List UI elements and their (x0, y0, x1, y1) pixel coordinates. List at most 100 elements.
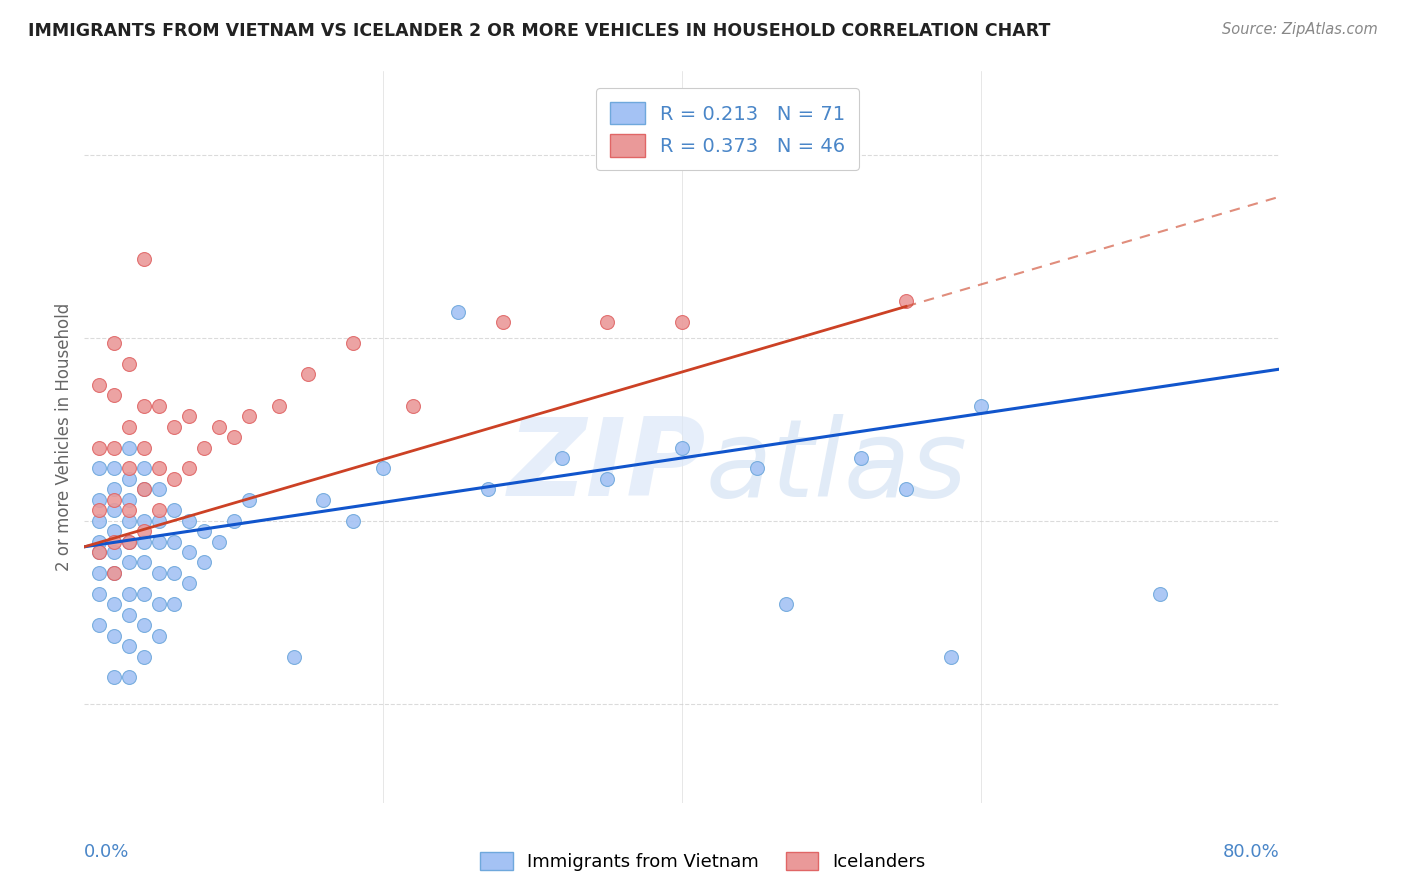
Point (103, 629, 125, 643)
Point (118, 514, 141, 528)
Point (148, 399, 170, 413)
Point (163, 597, 186, 611)
Point (103, 461, 125, 475)
Point (492, 315, 515, 329)
Point (132, 441, 156, 455)
Point (103, 597, 125, 611)
Point (103, 524, 125, 538)
Point (103, 566, 125, 580)
Text: Source: ZipAtlas.com: Source: ZipAtlas.com (1222, 22, 1378, 37)
Point (89, 377, 111, 392)
Point (775, 597, 797, 611)
Y-axis label: 2 or more Vehicles in Household: 2 or more Vehicles in Household (55, 303, 73, 571)
Point (132, 534, 156, 549)
Point (894, 483, 917, 497)
Point (132, 514, 156, 528)
Legend: R = 0.213   N = 71, R = 0.373   N = 46: R = 0.213 N = 71, R = 0.373 N = 46 (596, 88, 859, 170)
Text: ZIP: ZIP (508, 413, 706, 519)
Point (193, 524, 215, 538)
Point (89, 566, 111, 580)
Point (312, 492, 335, 507)
Point (148, 597, 170, 611)
Point (238, 492, 260, 507)
Point (132, 524, 156, 538)
Point (103, 441, 125, 455)
Point (118, 587, 141, 601)
Point (118, 556, 141, 570)
Point (89, 514, 111, 528)
Point (851, 450, 873, 465)
Point (89, 545, 111, 559)
Point (103, 336, 125, 351)
Point (148, 461, 170, 475)
Point (208, 419, 231, 434)
Point (118, 441, 141, 455)
Point (118, 461, 141, 475)
Point (118, 357, 141, 371)
Point (89, 492, 111, 507)
Point (222, 430, 245, 444)
Point (132, 399, 156, 413)
Point (402, 399, 425, 413)
Point (118, 607, 141, 622)
Point (148, 503, 170, 517)
Point (222, 514, 245, 528)
Point (477, 483, 499, 497)
Point (163, 472, 186, 486)
Point (671, 441, 693, 455)
Point (671, 315, 693, 329)
Point (89, 503, 111, 517)
Point (118, 534, 141, 549)
Point (132, 461, 156, 475)
Point (103, 545, 125, 559)
Point (238, 409, 260, 424)
Point (283, 649, 305, 664)
Point (118, 639, 141, 653)
Text: 0.0%: 0.0% (84, 843, 129, 861)
Point (177, 545, 200, 559)
Point (103, 566, 125, 580)
Point (163, 534, 186, 549)
Point (193, 441, 215, 455)
Point (267, 399, 290, 413)
Point (1149, 587, 1171, 601)
Point (132, 483, 156, 497)
Point (103, 483, 125, 497)
Text: atlas: atlas (706, 414, 967, 519)
Point (193, 556, 215, 570)
Point (596, 472, 619, 486)
Point (118, 419, 141, 434)
Point (118, 534, 141, 549)
Point (89, 461, 111, 475)
Point (177, 461, 200, 475)
Point (103, 670, 125, 684)
Point (89, 441, 111, 455)
Point (745, 461, 768, 475)
Point (148, 629, 170, 643)
Point (148, 514, 170, 528)
Text: IMMIGRANTS FROM VIETNAM VS ICELANDER 2 OR MORE VEHICLES IN HOUSEHOLD CORRELATION: IMMIGRANTS FROM VIETNAM VS ICELANDER 2 O… (28, 22, 1050, 40)
Legend: Immigrants from Vietnam, Icelanders: Immigrants from Vietnam, Icelanders (472, 845, 934, 879)
Point (132, 649, 156, 664)
Point (89, 534, 111, 549)
Point (596, 315, 619, 329)
Point (132, 483, 156, 497)
Point (132, 252, 156, 267)
Point (103, 534, 125, 549)
Point (148, 534, 170, 549)
Point (132, 556, 156, 570)
Point (148, 566, 170, 580)
Point (118, 472, 141, 486)
Point (551, 450, 574, 465)
Point (163, 503, 186, 517)
Point (103, 492, 125, 507)
Point (163, 419, 186, 434)
Point (177, 409, 200, 424)
Point (177, 514, 200, 528)
Point (970, 399, 993, 413)
Point (132, 587, 156, 601)
Point (89, 618, 111, 632)
Point (342, 514, 364, 528)
Point (163, 566, 186, 580)
Point (297, 368, 319, 382)
